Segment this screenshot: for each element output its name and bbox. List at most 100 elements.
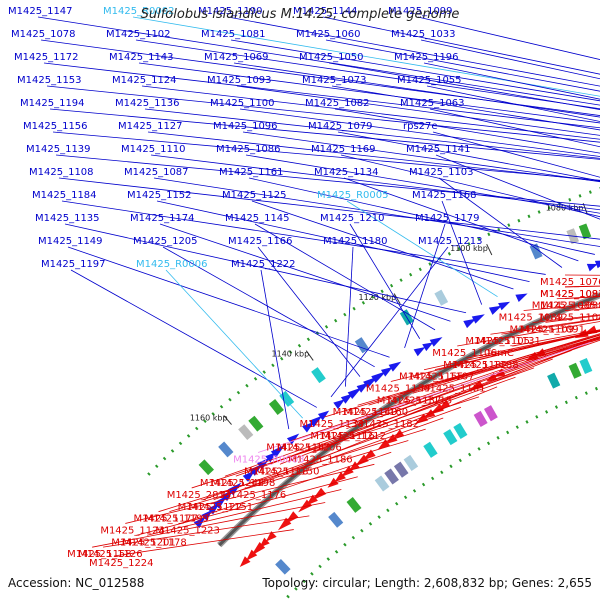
forward-gene-label: M1425_1166: [228, 236, 293, 247]
forward-gene-arrow: [265, 452, 277, 463]
reverse-leader-line: [490, 318, 600, 335]
scale-tick: [305, 350, 314, 361]
forward-gene-arrow: [471, 314, 485, 324]
outer-feature-block: [238, 424, 254, 441]
forward-gene-label: M1425_1135: [35, 213, 100, 224]
reverse-leader-line: [136, 476, 358, 536]
reverse-gene-label: M1425_1201: [111, 537, 176, 548]
reverse-leader-line: [92, 502, 326, 548]
reverse-gene-label: M1425_1182: [355, 419, 420, 430]
reverse-gene-label: M1425_1107: [410, 372, 475, 383]
forward-gene-arrow: [227, 482, 242, 496]
reverse-leader-line: [368, 334, 600, 406]
scale-tick-label: 1100 kbp: [450, 244, 488, 253]
forward-leader-line: [230, 39, 600, 102]
reverse-gene-arrow: [334, 471, 346, 483]
forward-gene-label: M1425_1110: [121, 144, 186, 155]
reverse-gene-label: M1425_1206: [277, 443, 342, 454]
forward-gene-label: M1425_1125: [222, 190, 287, 201]
forward-gene-label: M1425_1103: [409, 167, 474, 178]
reverse-gene-label: M1425_1076: [540, 277, 600, 288]
forward-gene-label: M1425_1161: [219, 167, 284, 178]
reverse-leader-line: [291, 335, 600, 442]
forward-gene-label: M1425_1069: [204, 52, 269, 63]
forward-leader-line: [423, 62, 600, 100]
forward-gene-label: M1425_1196: [394, 52, 459, 63]
reverse-gene-label: M1425_1091: [520, 324, 585, 335]
reverse-gene-label: M1425_1212: [321, 431, 386, 442]
reverse-gene-label: M1425_1181: [421, 384, 486, 395]
forward-leader-line: [150, 154, 600, 211]
inner-feature-block: [568, 362, 582, 379]
forward-gene-arrow: [193, 515, 207, 529]
reverse-leader-line: [412, 337, 600, 394]
forward-leader-line: [138, 62, 600, 124]
reverse-gene-label: fumC: [487, 348, 514, 359]
forward-gene-arrow: [488, 305, 503, 315]
reverse-leader-line: [279, 358, 553, 465]
forward-gene-label: M1425_1100: [210, 98, 275, 109]
forward-gene-label: M1425_1180: [323, 236, 388, 247]
forward-gene-label: M1425_1033: [391, 29, 456, 40]
reverse-gene-label: M1425_1188: [454, 360, 519, 371]
forward-leader-line: [37, 16, 600, 106]
reverse-leader-line: [235, 376, 516, 477]
forward-gene-arrow: [221, 489, 234, 502]
forward-gene-arrow: [498, 301, 511, 311]
forward-leader-line: [165, 269, 303, 419]
reverse-gene-arrow: [311, 487, 327, 501]
forward-leader-line: [159, 223, 451, 322]
reverse-gene-arrow: [259, 537, 270, 548]
forward-gene-arrow: [201, 509, 213, 521]
forward-gene-label: M1425_1141: [406, 144, 471, 155]
reverse-gene-label: M1425_1123: [100, 525, 165, 536]
forward-gene-label: M1425_1134: [314, 167, 379, 178]
reverse-gene-label: M1425_1089: [499, 312, 564, 323]
reverse-gene-arrow: [265, 531, 277, 542]
forward-leader-line: [144, 108, 600, 159]
reverse-leader-line: [357, 334, 600, 406]
forward-leader-line: [254, 223, 436, 331]
scale-tick-label: 1120 kbp: [359, 293, 397, 302]
scale-tick: [486, 243, 493, 256]
feature-tracks: [193, 223, 600, 575]
reverse-gene-arrow: [385, 434, 398, 445]
reverse-gene-label: M1425_1104: [540, 313, 600, 324]
forward-leader-line: [404, 223, 446, 348]
reverse-leader-line: [324, 333, 600, 418]
forward-leader-line: [438, 177, 563, 268]
forward-gene-label: M1425_1169: [311, 144, 376, 155]
reverse-leader-line: [468, 330, 600, 359]
reverse-leader-line: [158, 428, 426, 513]
scale-tick: [393, 293, 401, 305]
reverse-gene-label: M1425_1151: [189, 502, 254, 513]
forward-gene-arrow: [270, 444, 286, 458]
forward-leader-line: [325, 39, 600, 92]
reverse-leader-line: [169, 440, 409, 512]
outer-feature-block: [529, 243, 543, 260]
reverse-gene-label: M1425_1244: [200, 478, 265, 489]
forward-leader-line: [245, 154, 600, 214]
forward-gene-arrow: [463, 318, 477, 329]
reverse-leader-line: [147, 489, 342, 536]
forward-gene-label: M1425_1060: [296, 29, 361, 40]
outer-feature-block: [268, 399, 284, 415]
forward-gene-label: M1425_1174: [130, 213, 195, 224]
reverse-gene-label: M1425_1142: [266, 443, 331, 454]
reverse-gene-arrow: [468, 380, 484, 392]
scale-tick: [223, 415, 232, 425]
forward-gene-label: M1425_1099: [388, 6, 453, 17]
reverse-gene-label: M1425_1106: [432, 348, 497, 359]
reverse-gene-label: M1425_1137: [377, 395, 442, 406]
reverse-gene-arrow: [429, 403, 444, 415]
inner-feature-block: [346, 496, 362, 513]
forward-gene-label: M1425_R0002: [103, 6, 174, 17]
reverse-leader-line: [401, 336, 600, 394]
forward-leader-line: [248, 177, 595, 255]
reverse-gene-label: M1425_1178: [122, 537, 187, 548]
forward-gene-label: M1425_1168: [412, 190, 477, 201]
forward-leader-line: [441, 200, 483, 305]
forward-gene-label: M1425_1127: [118, 121, 183, 132]
forward-leader-line: [260, 269, 290, 430]
